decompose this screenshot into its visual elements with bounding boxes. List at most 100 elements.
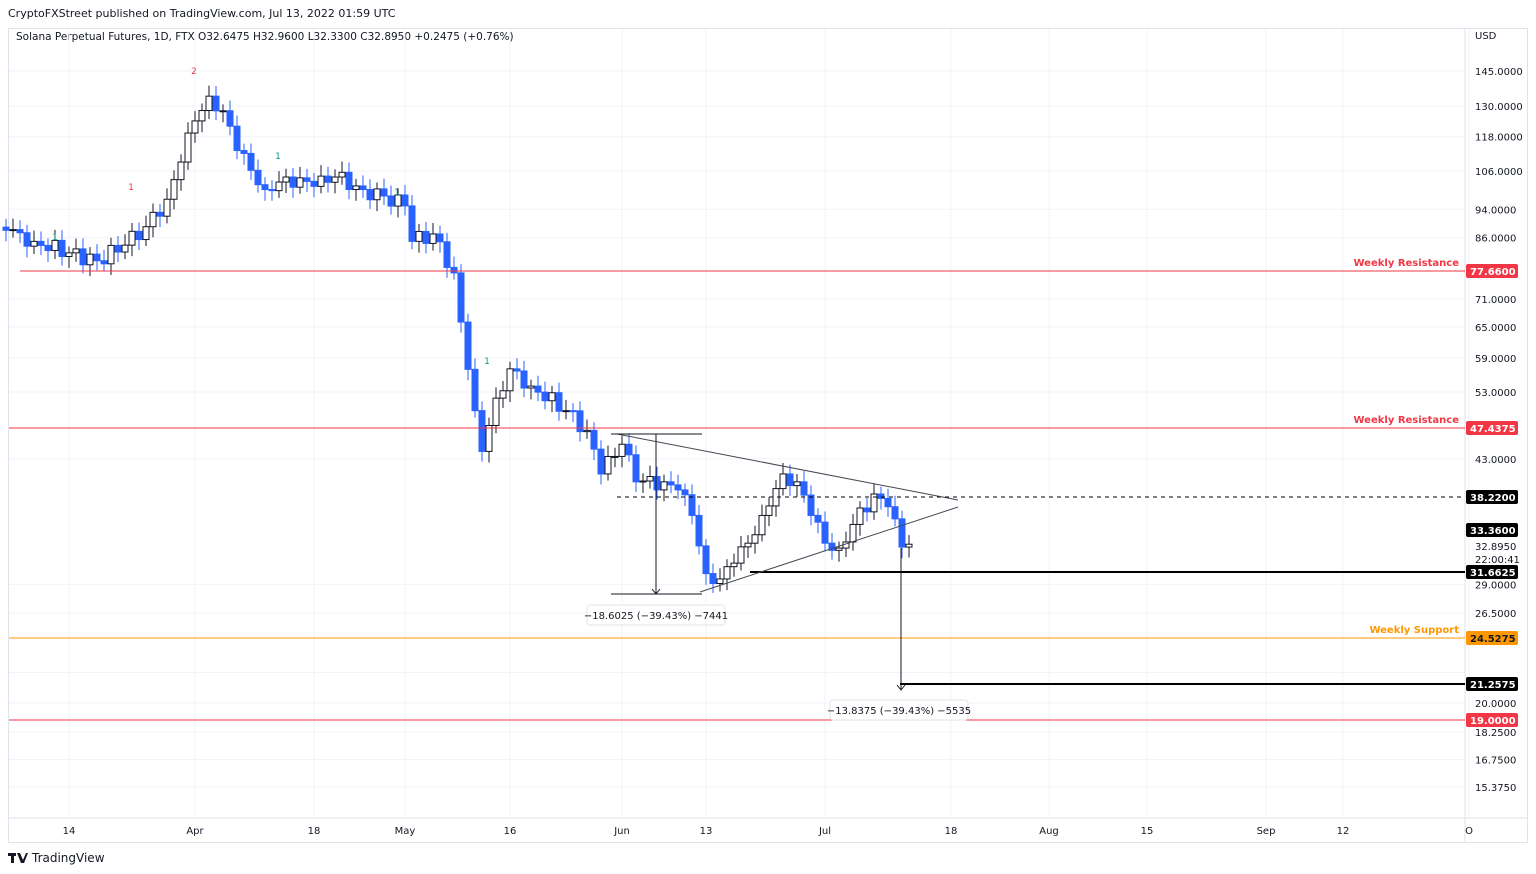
sequential-count-marker: 1 bbox=[484, 357, 490, 367]
candle-up bbox=[751, 534, 759, 544]
candle-down bbox=[695, 514, 703, 547]
arrow-head-icon bbox=[651, 588, 661, 595]
price-tag-label: 38.2200 bbox=[1470, 493, 1516, 504]
candle-up bbox=[415, 230, 423, 242]
price-tag bbox=[1466, 713, 1518, 727]
y-tick-label: 18.2500 bbox=[1475, 728, 1516, 739]
candle-up bbox=[611, 455, 619, 458]
candle-down bbox=[303, 177, 311, 182]
price-tag bbox=[1466, 677, 1518, 691]
candle-down bbox=[79, 248, 87, 266]
level-label: Weekly Resistance bbox=[1354, 258, 1460, 269]
x-tick-label: May bbox=[395, 826, 416, 837]
arrow-head-icon bbox=[896, 684, 906, 691]
y-tick-label: 106.0000 bbox=[1475, 167, 1523, 178]
candle-down bbox=[590, 429, 598, 450]
x-tick-label: 18 bbox=[945, 826, 958, 837]
candle-down bbox=[58, 239, 66, 258]
candle-up bbox=[492, 397, 500, 426]
candle-up bbox=[282, 176, 290, 183]
candle-down bbox=[100, 260, 108, 265]
candle-down bbox=[863, 507, 871, 513]
measure-label-box bbox=[586, 604, 726, 626]
candle-down bbox=[401, 194, 409, 207]
candle-up bbox=[121, 244, 129, 253]
candle-down bbox=[114, 244, 122, 253]
candle-up bbox=[86, 253, 94, 266]
price-tag-label: 33.3600 bbox=[1470, 526, 1516, 537]
candle-up bbox=[744, 542, 752, 548]
candle-down bbox=[667, 481, 675, 486]
x-tick-label: O bbox=[1465, 826, 1473, 837]
y-tick-label: 26.5000 bbox=[1475, 609, 1516, 620]
y-tick-label: 145.0000 bbox=[1475, 67, 1523, 78]
candle-down bbox=[345, 171, 353, 190]
x-tick-label: Aug bbox=[1039, 826, 1059, 837]
candle-down bbox=[471, 368, 479, 412]
candle-down bbox=[541, 391, 549, 402]
candle-up bbox=[835, 547, 843, 551]
x-tick-label: Jun bbox=[613, 826, 630, 837]
x-tick-label: 12 bbox=[1337, 826, 1350, 837]
price-tag-label: 47.4375 bbox=[1470, 424, 1516, 435]
candle-up bbox=[856, 507, 864, 525]
candle-up bbox=[562, 410, 570, 413]
price-tag-label: 19.0000 bbox=[1470, 716, 1516, 727]
candle-down bbox=[247, 152, 255, 171]
candle-up bbox=[170, 179, 178, 200]
x-tick-label: 18 bbox=[308, 826, 321, 837]
price-tag-label: 77.6600 bbox=[1470, 267, 1516, 278]
price-tag bbox=[1466, 490, 1518, 504]
y-tick-label: 20.0000 bbox=[1475, 699, 1516, 710]
y-tick-label: 59.0000 bbox=[1475, 354, 1516, 365]
candle-down bbox=[135, 230, 143, 241]
candle-up bbox=[506, 368, 514, 392]
candle-down bbox=[632, 454, 640, 483]
candle-down bbox=[681, 489, 689, 496]
candle-up bbox=[128, 230, 136, 246]
candle-down bbox=[443, 241, 451, 268]
candle-down bbox=[709, 573, 717, 585]
candle-up bbox=[527, 385, 535, 389]
candle-up bbox=[639, 480, 647, 483]
candle-down bbox=[261, 184, 269, 191]
y-tick-label: 94.0000 bbox=[1475, 205, 1516, 216]
candle-up bbox=[485, 424, 493, 452]
candle-up bbox=[9, 229, 17, 232]
candle-up bbox=[737, 546, 745, 564]
candle-down bbox=[93, 253, 101, 262]
candle-down bbox=[625, 443, 633, 456]
candle-down bbox=[310, 180, 318, 187]
candle-up bbox=[849, 523, 857, 543]
y-tick-label: 86.0000 bbox=[1475, 234, 1516, 245]
x-tick-label: 13 bbox=[700, 826, 713, 837]
tradingview-footer[interactable]: TradingView bbox=[8, 851, 105, 865]
candle-down bbox=[576, 410, 584, 433]
candle-down bbox=[814, 514, 822, 523]
candle-up bbox=[198, 110, 206, 122]
candle-down bbox=[520, 370, 528, 389]
candle-up bbox=[716, 578, 724, 585]
candle-up bbox=[149, 211, 157, 228]
sequential-count-marker: 1 bbox=[275, 152, 281, 162]
candle-down bbox=[387, 195, 395, 207]
candle-up bbox=[51, 239, 59, 252]
candle-up bbox=[352, 185, 360, 190]
candle-down bbox=[44, 244, 52, 252]
candle-down bbox=[821, 521, 829, 544]
candle-down bbox=[597, 448, 605, 475]
level-label: Weekly Resistance bbox=[1354, 415, 1460, 426]
candle-down bbox=[653, 476, 661, 491]
candle-down bbox=[702, 545, 710, 575]
candle-up bbox=[338, 171, 346, 178]
chart-frame bbox=[8, 28, 1528, 843]
candle-down bbox=[37, 240, 45, 246]
candle-up bbox=[793, 481, 801, 487]
candle-down bbox=[324, 175, 332, 183]
candle-up bbox=[191, 120, 199, 134]
candle-down bbox=[408, 205, 416, 242]
candle-up bbox=[296, 177, 304, 188]
price-tag bbox=[1466, 631, 1518, 645]
candle-down bbox=[422, 230, 430, 244]
